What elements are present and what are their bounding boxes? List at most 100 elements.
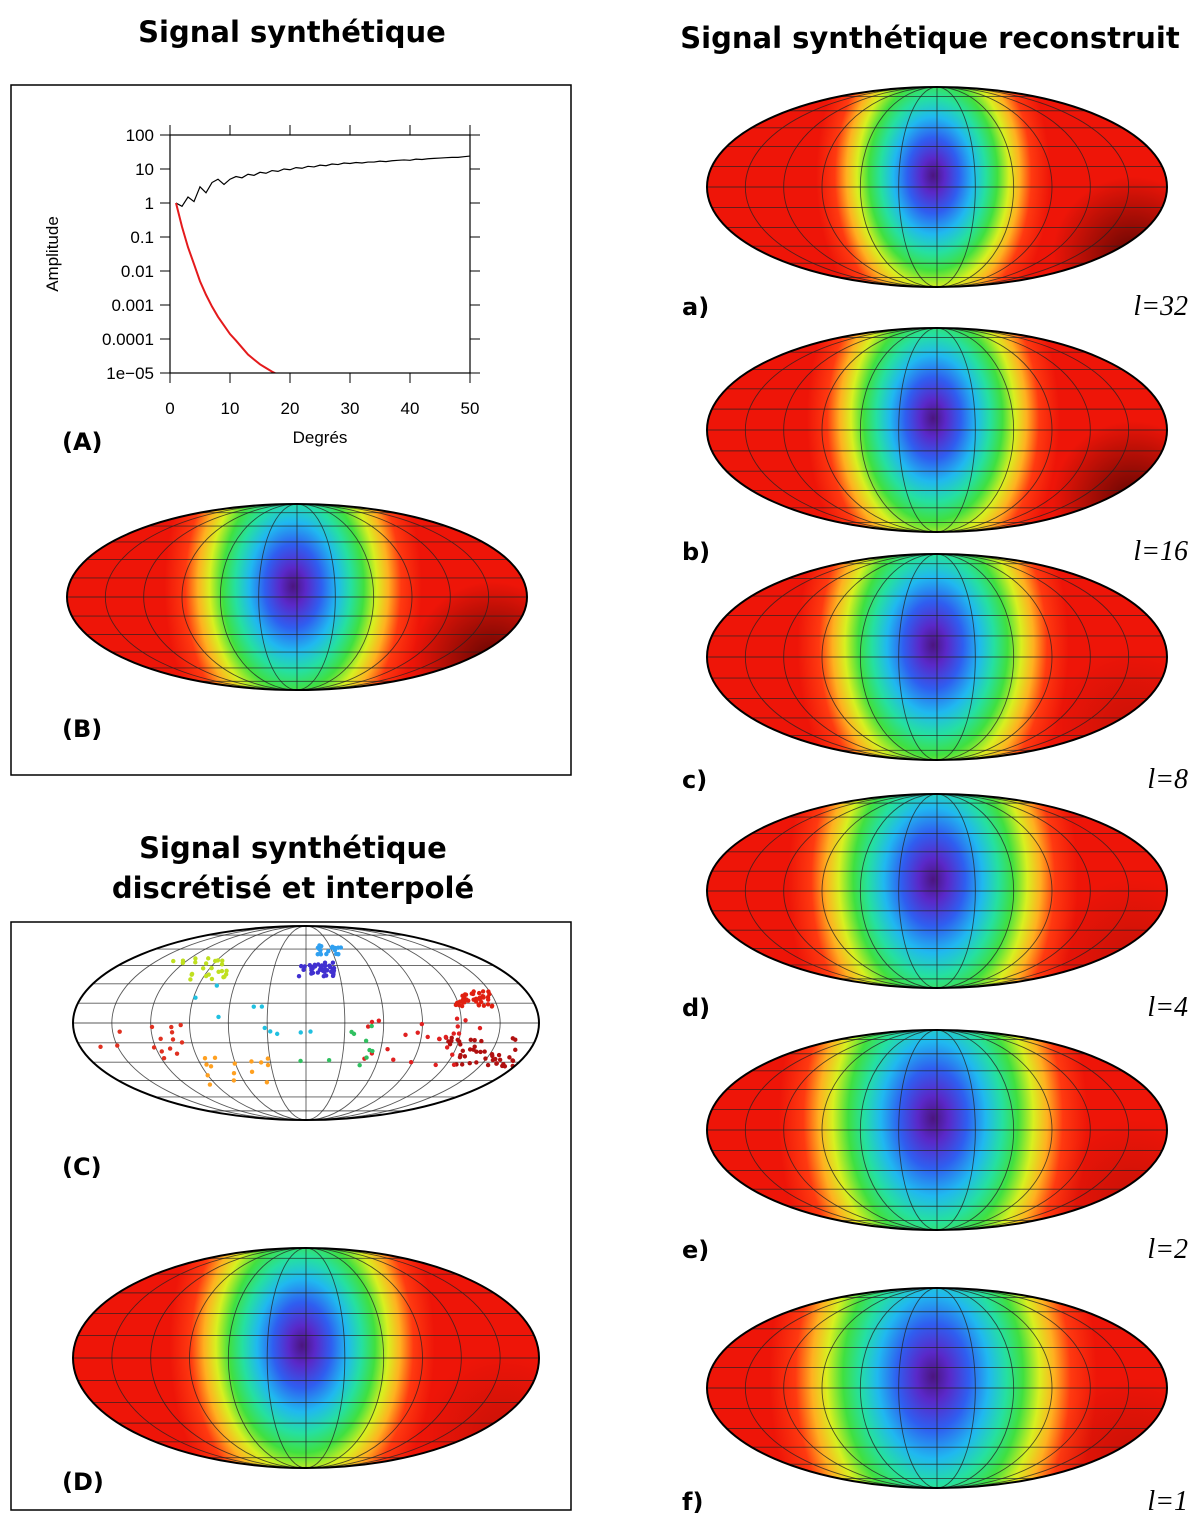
sample-point — [369, 1019, 375, 1025]
sample-point — [316, 962, 321, 967]
sample-point — [476, 1002, 481, 1007]
map — [707, 1030, 1167, 1230]
sample-point — [472, 1044, 477, 1049]
sample-point — [451, 1062, 457, 1068]
sample-point — [251, 1004, 256, 1009]
sample-point — [216, 969, 221, 974]
sample-point — [259, 1004, 265, 1009]
sample-point — [485, 997, 491, 1002]
sample-point — [364, 1055, 369, 1060]
map — [707, 87, 1167, 287]
degree-label: l=2 — [1147, 1234, 1188, 1265]
sample-point — [478, 1049, 483, 1055]
sample-point — [479, 1038, 484, 1044]
panel-frame — [10, 84, 572, 776]
sample-point — [456, 1031, 462, 1036]
sample-point — [367, 1047, 372, 1053]
panel-label: (B) — [62, 715, 102, 743]
sample-point — [265, 1056, 271, 1061]
sample-point — [451, 1031, 456, 1036]
map-outline — [66, 503, 528, 691]
sample-point — [169, 1030, 175, 1035]
sample-point — [158, 1036, 163, 1041]
sample-point — [206, 956, 211, 961]
sample-point — [459, 1062, 465, 1067]
sample-point — [455, 1000, 461, 1006]
sample-point — [249, 1059, 254, 1064]
sample-point — [467, 1061, 472, 1066]
sample-point — [200, 966, 206, 971]
sample-point — [328, 969, 334, 974]
sample-point — [450, 1052, 455, 1057]
sample-point — [180, 958, 186, 963]
y-tick-label: 100 — [126, 126, 154, 145]
degree-label: l=32 — [1133, 291, 1188, 322]
sample-point — [460, 1048, 466, 1054]
y-tick-label: 0.001 — [111, 296, 154, 315]
title: Signal synthétique — [138, 15, 446, 49]
sample-point — [179, 1040, 185, 1045]
sample-point — [296, 973, 302, 979]
sample-point — [308, 1029, 313, 1034]
sample-point — [161, 1056, 167, 1061]
sample-point — [462, 1054, 468, 1059]
sample-point — [403, 1032, 408, 1038]
sample-point — [464, 997, 469, 1002]
sample-point — [232, 1061, 237, 1066]
sample-point — [419, 1021, 425, 1027]
sample-point — [331, 965, 337, 971]
sample-point — [318, 947, 323, 953]
sample-point — [326, 1057, 332, 1063]
sample-point — [159, 1049, 164, 1054]
sample-point — [216, 1014, 221, 1020]
sample-point — [391, 1057, 396, 1062]
sample-point — [447, 1042, 453, 1047]
sample-point — [178, 1022, 183, 1028]
sample-point — [170, 1037, 176, 1042]
sample-point — [513, 1037, 518, 1042]
sample-point — [224, 968, 229, 973]
sample-point — [481, 1003, 487, 1008]
sample-point — [208, 1064, 214, 1069]
sample-point — [274, 1031, 280, 1037]
sample-point — [193, 960, 198, 965]
x-tick-label: 40 — [401, 399, 420, 418]
sample-point — [309, 965, 314, 971]
sample-point — [318, 965, 324, 970]
sample-point — [369, 1023, 374, 1029]
panel-label: e) — [682, 1236, 709, 1264]
sample-point — [212, 958, 218, 964]
sample-point — [231, 1071, 237, 1076]
map — [707, 1288, 1167, 1488]
sample-point — [483, 1056, 488, 1061]
sample-point — [219, 968, 225, 974]
x-tick-label: 30 — [341, 399, 360, 418]
sample-point — [193, 956, 198, 961]
sample-point — [507, 1055, 512, 1060]
sample-point — [385, 1046, 390, 1052]
map — [707, 554, 1167, 760]
sample-point — [454, 1016, 460, 1021]
sample-point — [317, 943, 322, 948]
sample-point — [323, 963, 328, 968]
sample-point — [262, 1025, 267, 1031]
panel-label: (A) — [62, 428, 103, 456]
sample-point — [202, 1056, 208, 1061]
line-series — [175, 155, 470, 208]
sample-point — [249, 1069, 255, 1075]
sample-point — [221, 974, 226, 980]
line-series — [175, 202, 277, 373]
sample-point — [336, 945, 341, 950]
title: discrétisé et interpolé — [112, 871, 474, 905]
sample-point — [490, 1053, 495, 1059]
sample-point — [496, 1052, 502, 1058]
sample-point — [324, 951, 329, 957]
sample-point — [433, 1062, 438, 1068]
sample-point — [149, 1024, 155, 1030]
title: Signal synthétique — [139, 831, 447, 865]
panel-label: (C) — [62, 1153, 102, 1181]
sample-point — [223, 972, 229, 977]
y-tick-label: 1 — [145, 194, 154, 213]
sample-point — [443, 1034, 449, 1040]
sample-point — [458, 1042, 463, 1047]
